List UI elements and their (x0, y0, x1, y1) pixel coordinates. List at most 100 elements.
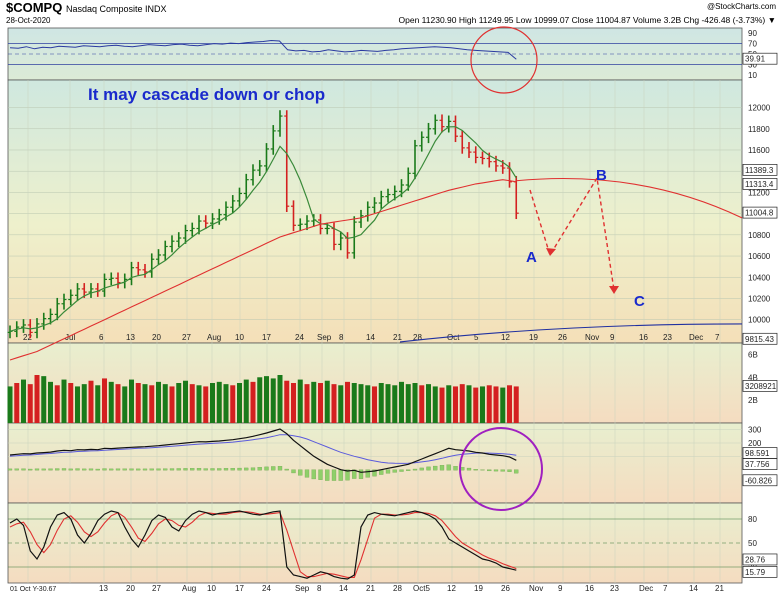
price-ytick-label: 10800 (748, 231, 771, 240)
volume-bar (169, 386, 175, 423)
macd-histogram-bar (156, 468, 161, 471)
volume-bar (129, 379, 134, 423)
volume-bar (399, 381, 404, 423)
macd-histogram-bar (142, 468, 148, 471)
volume-value-tag-box (742, 380, 778, 392)
price-tag: 11313.4 (745, 180, 774, 189)
volume-ytick-label: 6B (748, 350, 758, 359)
volume-bar (507, 385, 512, 423)
volume-bar (237, 383, 242, 423)
price-ytick-label: 10600 (748, 252, 771, 261)
date-label: 28-Oct-2020 (6, 16, 51, 25)
price-ytick-label: 11800 (748, 125, 770, 134)
projection-arrow-c (609, 286, 619, 294)
macd-histogram-bar (304, 469, 310, 478)
volume-bar (7, 386, 13, 423)
volume-bar (453, 386, 458, 423)
stochastic-value-tag: 28.76 (745, 555, 766, 564)
volume-bar (54, 385, 60, 423)
volume-bar (270, 378, 276, 423)
price-xtick-label: 21 (393, 333, 402, 342)
macd-histogram-bar (426, 466, 431, 471)
price-xtick-label: 14 (366, 333, 375, 342)
macd-histogram-bar (203, 468, 208, 471)
volume-bar (372, 386, 377, 423)
macd-histogram-bar (439, 465, 445, 471)
macd-histogram-bar (210, 468, 215, 471)
stochastic-xtick-label: Oct5 (413, 584, 430, 593)
macd-value-tag: -60.826 (745, 476, 773, 485)
macd-histogram-bar (68, 468, 73, 471)
volume-bar (480, 386, 485, 423)
volume-bar (351, 383, 357, 423)
stochastic-xtick-label: 10 (207, 584, 216, 593)
volume-bar (41, 376, 47, 423)
price-xtick-label: 16 (639, 333, 648, 342)
volume-bar (196, 385, 202, 423)
macd-histogram-bar (109, 468, 114, 471)
annotations: It may cascade down or chop A B C (88, 26, 645, 511)
price-xtick-label: 12 (501, 333, 510, 342)
macd-histogram-bar (277, 466, 283, 471)
stochastic-xtick-label: 13 (99, 584, 108, 593)
volume-bar (183, 380, 188, 423)
price-xtick-label: 10 (235, 333, 244, 342)
volume-bar (419, 385, 425, 423)
volume-bar (243, 379, 249, 423)
volume-bar (405, 384, 411, 423)
stochastic-value-tag: 15.79 (745, 568, 766, 577)
macd-histogram-bar (176, 468, 181, 471)
volume-bar (156, 381, 161, 423)
volume-bar (297, 379, 303, 423)
rsi-series (9, 39, 517, 60)
volume-bar (426, 384, 431, 423)
volume-bar (257, 377, 263, 423)
volume-bar (513, 386, 519, 423)
wave-label-b: B (596, 167, 607, 184)
volume-bar (378, 383, 384, 423)
long-term-average-line (399, 323, 743, 343)
volume-bar (291, 383, 296, 423)
volume-bar (500, 387, 506, 423)
rsi-line (9, 39, 517, 60)
volume-bar (210, 383, 215, 423)
macd-histogram-bar (163, 468, 168, 471)
stochastic-xtick-label: 12 (447, 584, 456, 593)
volume-bar (439, 387, 445, 423)
volume-bar (304, 384, 310, 423)
volume-bar (324, 380, 330, 423)
watermark: @StockCharts.com (707, 2, 776, 11)
volume-bar (459, 384, 465, 423)
price-series (7, 110, 743, 361)
volume-bar (48, 381, 53, 423)
volume-bar (493, 386, 499, 423)
volume-bar (331, 384, 337, 423)
macd-histogram-bar (95, 468, 100, 471)
price-xtick-label: 24 (295, 333, 304, 342)
macd-histogram-bar (446, 464, 451, 471)
volume-bar (14, 383, 20, 423)
macd-histogram-bar (372, 469, 377, 477)
axis-ticks: 1200011800116001140011200110001080010600… (10, 29, 778, 593)
price-xtick-label: Oct (447, 333, 460, 342)
macd-histogram-bar (466, 467, 472, 471)
macd-histogram-bar (473, 469, 478, 471)
macd-histogram-bar (136, 468, 141, 471)
macd-histogram-bar (365, 469, 370, 478)
volume-bar (27, 384, 33, 423)
price-ytick-label: 11200 (748, 188, 770, 197)
macd-histogram-bar (149, 468, 154, 471)
price-ytick-label: 11600 (748, 146, 770, 155)
chart-header: $COMPQ Nasdaq Composite INDX 28-Oct-2020… (6, 0, 776, 25)
volume-bar (108, 381, 114, 423)
projection-path (529, 175, 615, 291)
macd-histogram-bar (237, 467, 242, 471)
stochastic-xtick-label: 21 (715, 584, 724, 593)
price-xtick-label: 8 (339, 333, 344, 342)
price-xtick-label: Sep (317, 333, 332, 342)
macd-value-tag: 98.591 (745, 449, 770, 458)
price-xtick-label: 26 (558, 333, 567, 342)
stochastic-k-line (9, 510, 517, 580)
macd-histogram-bar (28, 468, 33, 471)
